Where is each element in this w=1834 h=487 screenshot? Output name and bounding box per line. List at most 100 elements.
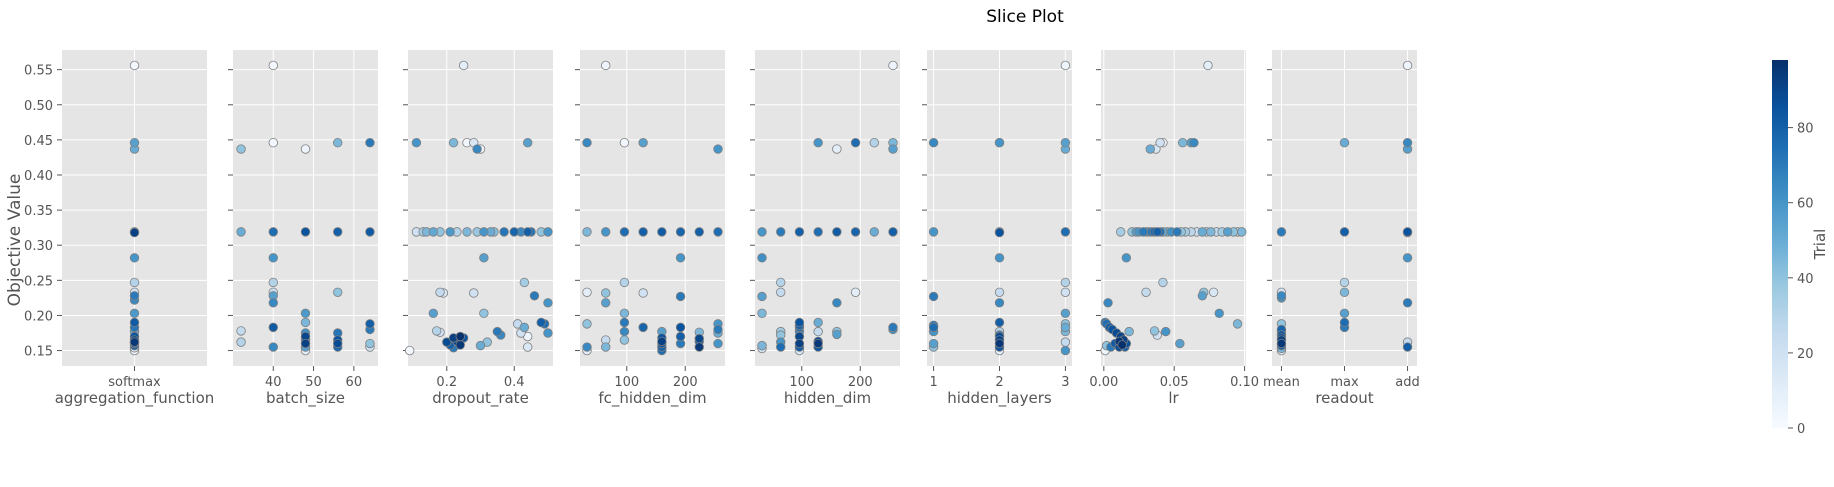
scatter-point bbox=[928, 322, 939, 333]
scatter-point bbox=[268, 253, 278, 263]
scatter-point bbox=[462, 227, 472, 237]
scatter-point bbox=[776, 277, 786, 288]
scatter-point bbox=[638, 288, 648, 298]
panel-aggregation-function: 0.15 0.20 0.25 0.30 0.35 0.40 0.45 0.50 0.55 soft… bbox=[24, 50, 214, 408]
scatter-point bbox=[994, 317, 1005, 328]
scatter-point bbox=[1339, 137, 1350, 148]
y-tick-label: 0.35 bbox=[24, 204, 53, 219]
scatter-point bbox=[757, 340, 767, 351]
scatter-point bbox=[236, 144, 246, 154]
x-tick-label: 0.4 bbox=[504, 375, 525, 390]
scatter-point bbox=[1060, 277, 1071, 288]
scatter-point bbox=[601, 60, 611, 71]
scatter-point bbox=[1276, 338, 1287, 349]
scatter-point bbox=[129, 253, 140, 263]
x-tick-label: 1 bbox=[929, 375, 937, 390]
scatter-point bbox=[1117, 340, 1127, 350]
x-tick-label: 50 bbox=[305, 375, 322, 390]
scatter-point bbox=[129, 137, 140, 148]
panel-background bbox=[580, 50, 725, 366]
scatter-point bbox=[619, 326, 630, 337]
scatter-point bbox=[519, 322, 530, 333]
scatter-point bbox=[601, 288, 611, 298]
scatter-point bbox=[300, 308, 311, 319]
scatter-point bbox=[1339, 317, 1350, 328]
scatter-point bbox=[492, 326, 503, 337]
x-axis-label: dropout_rate bbox=[432, 389, 529, 408]
scatter-point bbox=[428, 227, 438, 237]
scatter-point bbox=[794, 317, 805, 328]
scatter-point bbox=[582, 227, 592, 237]
colorbar-tick-label: 40 bbox=[1797, 272, 1814, 287]
scatter-point bbox=[776, 227, 786, 237]
scatter-point bbox=[776, 342, 786, 352]
scatter-point bbox=[994, 338, 1005, 349]
y-tick-label: 0.25 bbox=[24, 274, 53, 289]
scatter-point bbox=[675, 331, 686, 342]
scatter-point bbox=[1197, 227, 1208, 237]
scatter-point bbox=[458, 60, 469, 71]
scatter-point bbox=[1402, 137, 1413, 148]
scatter-point bbox=[431, 326, 442, 336]
scatter-point bbox=[694, 342, 704, 352]
scatter-point bbox=[1138, 227, 1148, 237]
x-axis-label: batch_size bbox=[266, 389, 345, 408]
scatter-point bbox=[1276, 227, 1287, 237]
scatter-point bbox=[619, 317, 630, 328]
scatter-point bbox=[1206, 227, 1216, 237]
scatter-point bbox=[129, 60, 140, 71]
panel-background bbox=[1101, 50, 1246, 366]
scatter-point bbox=[442, 337, 452, 347]
scatter-point bbox=[638, 137, 648, 148]
scatter-point bbox=[499, 227, 509, 237]
scatter-point bbox=[1103, 298, 1113, 308]
scatter-point bbox=[333, 137, 343, 148]
scatter-point bbox=[794, 227, 805, 237]
colorbar-tick-label: 0 bbox=[1797, 422, 1805, 437]
scatter-point bbox=[994, 298, 1005, 308]
scatter-point bbox=[994, 287, 1005, 297]
scatter-point bbox=[675, 291, 686, 302]
scatter-point bbox=[713, 338, 723, 349]
scatter-point bbox=[832, 144, 842, 154]
scatter-point bbox=[601, 298, 611, 308]
scatter-point bbox=[1402, 342, 1413, 352]
scatter-point bbox=[1141, 287, 1151, 297]
scatter-point bbox=[300, 317, 311, 328]
x-tick-label: 0.10 bbox=[1230, 375, 1259, 390]
y-tick-label: 0.40 bbox=[24, 169, 53, 184]
scatter-point bbox=[129, 227, 140, 238]
scatter-point bbox=[832, 227, 842, 237]
scatter-point bbox=[994, 227, 1005, 238]
scatter-point bbox=[469, 288, 479, 298]
scatter-point bbox=[523, 137, 533, 148]
colorbar: 0 20 40 60 80 Trial bbox=[1772, 60, 1829, 437]
scatter-point bbox=[1145, 144, 1155, 154]
scatter-point bbox=[1172, 227, 1182, 237]
scatter-point bbox=[529, 291, 540, 301]
scatter-point bbox=[268, 277, 278, 288]
scatter-point bbox=[129, 317, 140, 328]
scatter-point bbox=[1203, 60, 1213, 71]
colorbar-tick-label: 80 bbox=[1797, 122, 1814, 137]
scatter-point bbox=[657, 336, 667, 347]
scatter-point bbox=[475, 340, 486, 351]
scatter-point bbox=[509, 227, 519, 237]
scatter-point bbox=[1402, 298, 1413, 308]
scatter-point bbox=[757, 291, 767, 302]
scatter-point bbox=[333, 338, 343, 349]
colorbar-ticks: 0 20 40 60 80 bbox=[1788, 122, 1814, 437]
panel-readout: mean max add readout bbox=[1263, 50, 1420, 407]
scatter-point bbox=[713, 144, 723, 154]
panel-background bbox=[408, 50, 553, 366]
x-tick-label: 100 bbox=[789, 375, 814, 390]
scatter-point bbox=[1161, 326, 1171, 337]
scatter-point bbox=[448, 137, 459, 148]
colorbar-tick-label: 60 bbox=[1797, 197, 1814, 212]
scatter-point bbox=[365, 227, 375, 237]
